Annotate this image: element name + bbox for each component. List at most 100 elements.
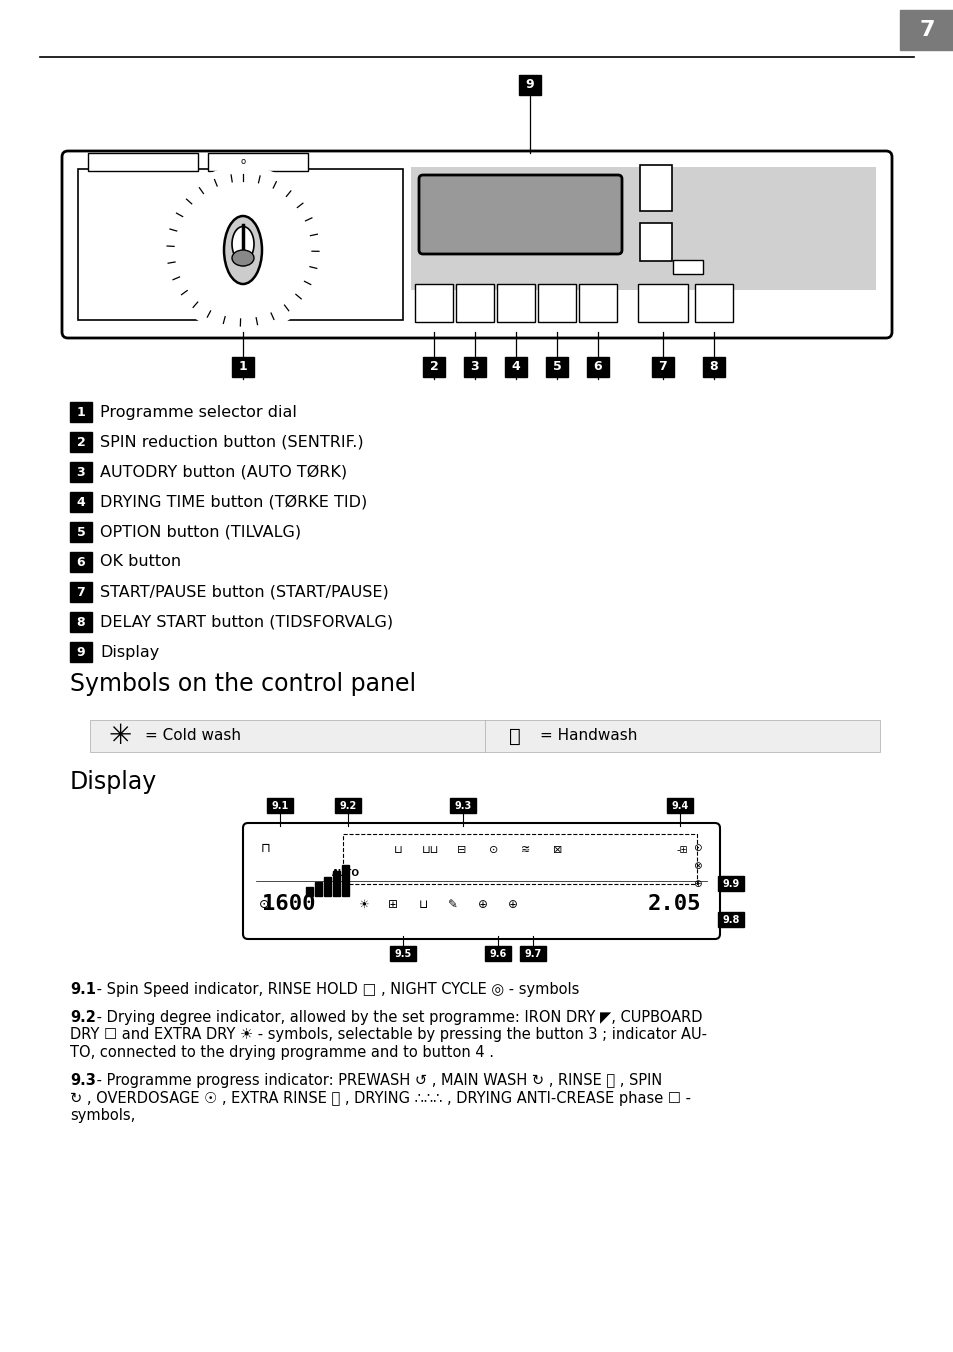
Text: 7: 7 xyxy=(919,20,934,41)
Bar xyxy=(390,946,416,961)
Text: 9.5: 9.5 xyxy=(394,949,411,959)
Bar xyxy=(90,721,879,752)
Text: Programme selector dial: Programme selector dial xyxy=(100,404,296,419)
Text: 9.2: 9.2 xyxy=(70,1010,95,1025)
Text: 4: 4 xyxy=(76,495,85,508)
Text: ⊟: ⊟ xyxy=(456,845,466,854)
FancyBboxPatch shape xyxy=(243,823,720,940)
Text: ↻ , OVERDOSAGE ☉ , EXTRA RINSE ⦸ , DRYING ∴∴∴ , DRYING ANTI-CREASE phase ☐ -: ↻ , OVERDOSAGE ☉ , EXTRA RINSE ⦸ , DRYIN… xyxy=(70,1091,690,1106)
Bar xyxy=(70,462,91,483)
Bar xyxy=(70,581,91,602)
Bar xyxy=(639,223,671,261)
Text: AUTO: AUTO xyxy=(332,869,359,879)
Text: 1600: 1600 xyxy=(262,894,315,914)
Text: ⊔: ⊔ xyxy=(418,898,427,911)
Text: START/PAUSE button (START/PAUSE): START/PAUSE button (START/PAUSE) xyxy=(100,584,388,599)
Text: 7: 7 xyxy=(658,361,667,373)
Text: 5: 5 xyxy=(76,526,85,538)
Text: OPTION button (TILVALG): OPTION button (TILVALG) xyxy=(100,525,301,539)
Text: - Spin Speed indicator, RINSE HOLD □ , NIGHT CYCLE ◎ - symbols: - Spin Speed indicator, RINSE HOLD □ , N… xyxy=(91,982,578,996)
Bar xyxy=(899,9,953,50)
Bar xyxy=(702,357,724,377)
Text: 9.6: 9.6 xyxy=(489,949,506,959)
Text: = Handwash: = Handwash xyxy=(539,729,637,744)
FancyBboxPatch shape xyxy=(62,151,891,338)
Bar xyxy=(504,357,526,377)
Bar xyxy=(545,357,567,377)
Text: ⊗: ⊗ xyxy=(692,861,700,871)
Text: Display: Display xyxy=(100,645,159,660)
Ellipse shape xyxy=(224,216,262,284)
Bar xyxy=(306,887,313,896)
Bar xyxy=(672,260,702,274)
Text: AUTODRY button (AUTO TØRK): AUTODRY button (AUTO TØRK) xyxy=(100,465,347,480)
Text: symbols,: symbols, xyxy=(70,1109,135,1124)
Bar xyxy=(333,871,339,896)
Text: 2: 2 xyxy=(429,361,438,373)
Text: 9.7: 9.7 xyxy=(524,949,541,959)
Bar xyxy=(70,552,91,572)
Text: ⊙: ⊙ xyxy=(489,845,498,854)
Bar xyxy=(88,153,198,170)
Bar xyxy=(519,946,545,961)
Text: 5: 5 xyxy=(552,361,560,373)
Text: 1: 1 xyxy=(76,406,85,419)
Text: 9.3: 9.3 xyxy=(70,1073,95,1088)
Bar xyxy=(208,153,308,170)
Circle shape xyxy=(160,168,326,333)
Text: ⊕: ⊕ xyxy=(508,898,517,911)
Text: 3: 3 xyxy=(76,465,85,479)
Text: ⊞: ⊞ xyxy=(388,898,397,911)
Bar xyxy=(341,865,349,896)
Text: 2: 2 xyxy=(76,435,85,449)
Text: TO, connected to the drying programme and to button 4 .: TO, connected to the drying programme an… xyxy=(70,1045,494,1060)
Text: DELAY START button (TIDSFORVALG): DELAY START button (TIDSFORVALG) xyxy=(100,615,393,630)
Bar xyxy=(456,284,494,322)
Text: ⊙: ⊙ xyxy=(258,898,269,910)
Text: 1: 1 xyxy=(238,361,247,373)
Text: 🤚: 🤚 xyxy=(509,726,520,745)
Text: -⊞: -⊞ xyxy=(676,845,687,854)
Bar xyxy=(314,882,322,896)
Text: 9.2: 9.2 xyxy=(339,800,356,811)
Text: Symbols on the control panel: Symbols on the control panel xyxy=(70,672,416,696)
Text: ⊔: ⊔ xyxy=(394,845,402,854)
Text: ⊙: ⊙ xyxy=(692,844,700,853)
Text: DRYING TIME button (TØRKE TID): DRYING TIME button (TØRKE TID) xyxy=(100,495,367,510)
Text: ≋: ≋ xyxy=(520,845,530,854)
Text: 8: 8 xyxy=(76,615,85,629)
Text: 9: 9 xyxy=(76,645,85,658)
Text: ☀: ☀ xyxy=(357,898,368,911)
Text: - Drying degree indicator, allowed by the set programme: IRON DRY ◤, CUPBOARD: - Drying degree indicator, allowed by th… xyxy=(91,1010,701,1025)
Text: 6: 6 xyxy=(593,361,601,373)
Bar xyxy=(586,357,608,377)
Text: ⊕: ⊕ xyxy=(477,898,487,911)
Text: 2.05: 2.05 xyxy=(647,894,700,914)
Text: 9: 9 xyxy=(525,78,534,92)
Bar xyxy=(232,357,253,377)
Text: SPIN reduction button (SENTRIF.): SPIN reduction button (SENTRIF.) xyxy=(100,434,363,449)
Text: 9.1: 9.1 xyxy=(70,982,96,996)
Text: 9.1: 9.1 xyxy=(271,800,289,811)
Text: OK button: OK button xyxy=(100,554,181,569)
FancyBboxPatch shape xyxy=(418,174,621,254)
Bar xyxy=(578,284,617,322)
Bar xyxy=(463,357,485,377)
Text: Display: Display xyxy=(70,771,157,794)
Text: 9.8: 9.8 xyxy=(721,915,739,925)
Bar xyxy=(666,798,692,813)
Text: 7: 7 xyxy=(76,585,85,599)
Bar xyxy=(450,798,476,813)
Bar xyxy=(718,913,743,927)
Text: = Cold wash: = Cold wash xyxy=(145,729,241,744)
Text: 8: 8 xyxy=(709,361,718,373)
Bar xyxy=(484,946,511,961)
Text: 9.4: 9.4 xyxy=(671,800,688,811)
Text: - Programme progress indicator: PREWASH ↺ , MAIN WASH ↻ , RINSE ⦸ , SPIN: - Programme progress indicator: PREWASH … xyxy=(91,1073,661,1088)
Bar xyxy=(638,284,687,322)
Ellipse shape xyxy=(232,250,253,266)
Bar xyxy=(324,877,331,896)
Bar xyxy=(70,522,91,542)
Bar xyxy=(267,798,293,813)
Bar xyxy=(518,74,540,95)
